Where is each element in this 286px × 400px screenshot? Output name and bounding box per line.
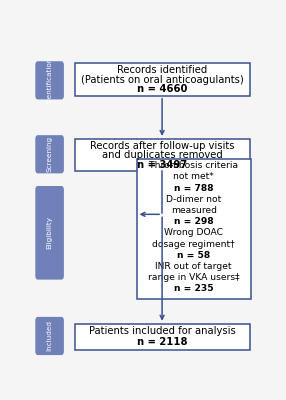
Text: n = 788: n = 788 (174, 184, 213, 192)
FancyBboxPatch shape (35, 61, 64, 100)
Text: n = 298: n = 298 (174, 217, 214, 226)
FancyBboxPatch shape (75, 139, 250, 171)
Text: Records identified: Records identified (117, 65, 207, 75)
Text: (Patients on oral anticoagulants): (Patients on oral anticoagulants) (81, 74, 243, 84)
FancyBboxPatch shape (35, 135, 64, 173)
Text: range in VKA users‡: range in VKA users‡ (148, 273, 239, 282)
Text: Wrong DOAC: Wrong DOAC (164, 228, 223, 237)
FancyBboxPatch shape (137, 159, 251, 299)
Text: n = 4660: n = 4660 (137, 84, 187, 94)
Text: Screening: Screening (47, 136, 53, 172)
Text: n = 3497: n = 3497 (137, 160, 187, 170)
Text: INR out of target: INR out of target (155, 262, 232, 271)
Text: n = 235: n = 235 (174, 284, 213, 294)
Text: Patients included for analysis: Patients included for analysis (89, 326, 235, 336)
FancyBboxPatch shape (75, 64, 250, 96)
Text: n = 2118: n = 2118 (137, 337, 187, 347)
FancyBboxPatch shape (35, 317, 64, 355)
Text: and duplicates removed: and duplicates removed (102, 150, 223, 160)
Text: measured: measured (171, 206, 217, 215)
Text: Identification: Identification (47, 57, 53, 104)
FancyBboxPatch shape (35, 186, 64, 280)
Text: not met*: not met* (173, 172, 214, 181)
Text: D-dimer not: D-dimer not (166, 195, 221, 204)
Text: Records after follow-up visits: Records after follow-up visits (90, 140, 234, 150)
Text: dosage regiment†: dosage regiment† (152, 240, 235, 248)
Text: n = 58: n = 58 (177, 251, 210, 260)
Text: Eligibility: Eligibility (47, 216, 53, 249)
Text: Included: Included (47, 320, 53, 352)
Text: Thrombosis criteria: Thrombosis criteria (149, 161, 238, 170)
FancyBboxPatch shape (75, 324, 250, 350)
